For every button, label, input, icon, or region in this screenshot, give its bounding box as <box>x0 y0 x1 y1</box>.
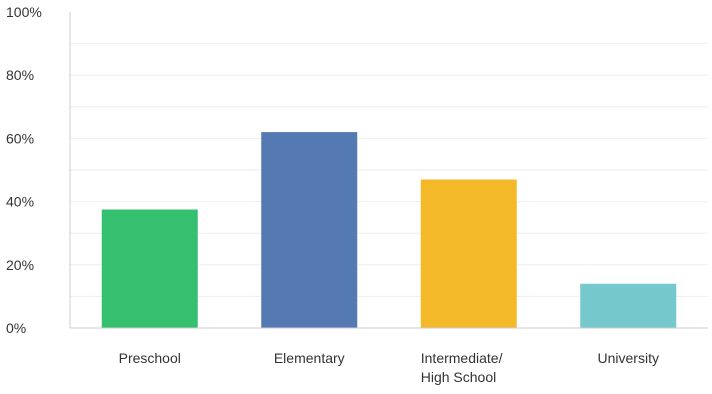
y-tick-label: 20% <box>6 257 34 273</box>
axis-layer <box>69 12 708 329</box>
x-category-label: University <box>598 350 659 366</box>
y-tick-label: 100% <box>6 4 42 20</box>
bar-layer <box>101 132 677 329</box>
x-category-labels: Preschool Elementary Intermediate/High Sch… <box>119 350 659 385</box>
x-category-label: Elementary <box>274 350 345 366</box>
x-category-label: High School <box>421 369 497 385</box>
bar[interactable] <box>580 283 677 328</box>
y-tick-label: 0% <box>6 320 26 336</box>
y-tick-label: 80% <box>6 67 34 83</box>
bar[interactable] <box>261 132 358 328</box>
y-tick-labels: 0% 20% 40% 60% 80% 100% <box>6 4 42 336</box>
y-tick-label: 40% <box>6 194 34 210</box>
x-category-label: Intermediate/ <box>421 350 503 366</box>
bar[interactable] <box>101 209 198 329</box>
x-category-label: Preschool <box>119 350 181 366</box>
bar[interactable] <box>420 179 517 328</box>
y-tick-label: 60% <box>6 130 34 146</box>
